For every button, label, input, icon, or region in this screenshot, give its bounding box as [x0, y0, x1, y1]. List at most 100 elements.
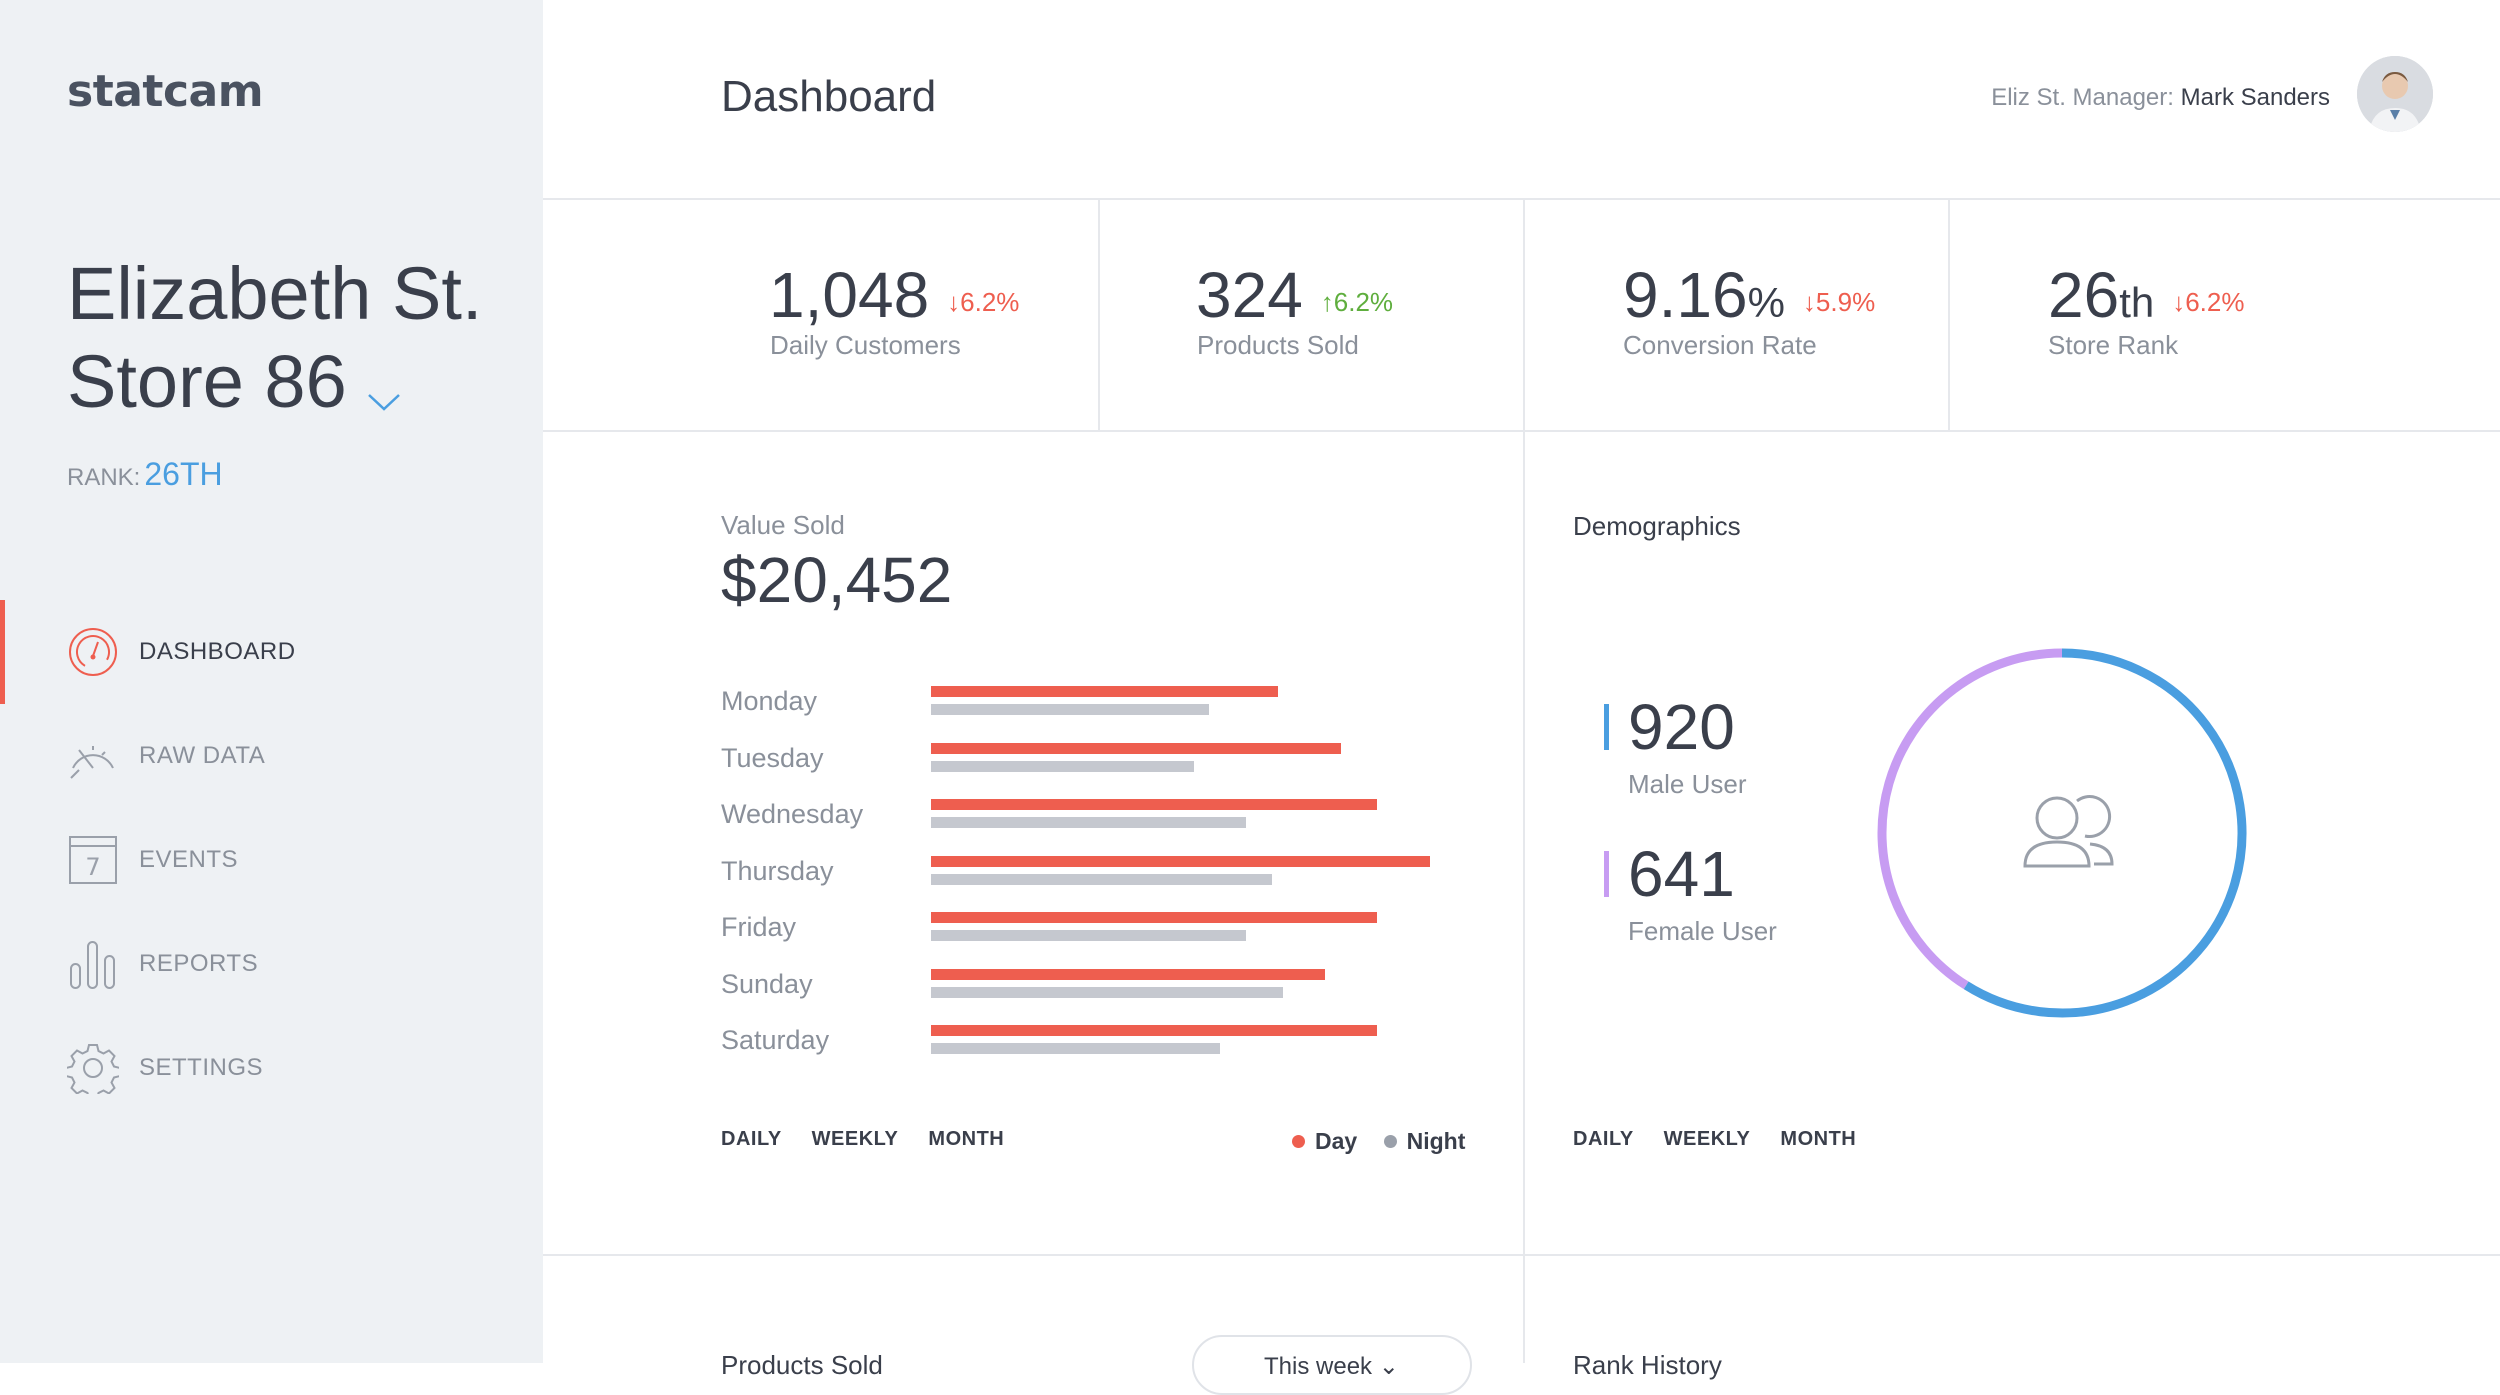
tab-weekly[interactable]: WEEKLY — [811, 1128, 899, 1150]
demographics-donut — [1877, 648, 2247, 1018]
sidebar-nav: DASHBOARD RAW DATA 7 EVENTS REPORTS SETT… — [0, 600, 543, 1120]
rank-label: RANK: — [67, 464, 141, 491]
chart-legend: Day Night — [1292, 1128, 1485, 1155]
bar-night[interactable] — [931, 986, 1283, 998]
male-count: 920 — [1628, 691, 1735, 763]
bar-night[interactable] — [931, 930, 1246, 941]
store-selector[interactable]: Elizabeth St. Store 86 — [67, 250, 507, 431]
legend-dot — [1383, 1135, 1397, 1148]
sidebar-item-events[interactable]: 7 EVENTS — [0, 808, 543, 912]
legend-dot — [1292, 1135, 1305, 1148]
kpi-delta: ↑6.2% — [1321, 287, 1393, 317]
panel-divider — [1523, 432, 1525, 1363]
kpi-label: Products Sold — [1197, 330, 1359, 360]
bar-night[interactable] — [931, 817, 1246, 828]
gear-icon — [67, 1042, 119, 1094]
kpi-number: 9.16 — [1623, 259, 1748, 331]
bar-row: Monday — [721, 680, 1481, 737]
kpi-value: 9.16% ↓5.9% — [1623, 258, 1875, 332]
bar-day[interactable] — [931, 799, 1378, 810]
store-name: Elizabeth St. Store 86 — [67, 252, 483, 423]
speedometer-icon — [67, 730, 119, 782]
value-sold-chart: Monday Tuesday Wednesday Thursday Friday Sund… — [721, 680, 1481, 1076]
bar-day[interactable] — [931, 912, 1378, 923]
app-logo[interactable]: statcam — [67, 66, 264, 117]
bar-row: Thursday — [721, 850, 1481, 907]
tab-weekly[interactable]: WEEKLY — [1663, 1128, 1751, 1150]
kpi-delta-value: 6.2% — [960, 287, 1020, 317]
legend-label: Night — [1406, 1128, 1466, 1154]
kpi-number: 26 — [2048, 259, 2120, 331]
sidebar-item-dashboard[interactable]: DASHBOARD — [0, 600, 543, 704]
bar-day[interactable] — [931, 742, 1341, 754]
female-label: Female User — [1628, 916, 1777, 946]
arrow-down-icon: ↓ — [947, 287, 961, 317]
kpi-label: Daily Customers — [770, 330, 961, 360]
bar-row: Saturday — [721, 1019, 1481, 1076]
kpi-value: 26th ↓6.2% — [2048, 258, 2244, 332]
kpi-value: 324 ↑6.2% — [1196, 258, 1393, 332]
page-title: Dashboard — [721, 72, 937, 121]
chevron-down-icon[interactable] — [367, 343, 401, 431]
top-bar: Dashboard Eliz St. Manager: Mark Sanders — [543, 0, 2500, 200]
bar-row: Tuesday — [721, 737, 1481, 794]
kpi-label: Conversion Rate — [1623, 330, 1817, 360]
tab-month[interactable]: MONTH — [1780, 1128, 1857, 1150]
bar-night[interactable] — [931, 873, 1273, 885]
bar-chart-icon — [67, 938, 119, 990]
bar-category-label: Sunday — [721, 968, 813, 999]
donut-segment-male[interactable] — [1963, 648, 2247, 1018]
demographics-title: Demographics — [1573, 511, 1741, 541]
svg-text:7: 7 — [85, 853, 100, 881]
kpi-divider — [1948, 200, 1950, 430]
store-rank: RANK: 26TH — [67, 456, 223, 493]
bar-night[interactable] — [931, 704, 1210, 715]
bar-row: Sunday — [721, 963, 1481, 1020]
sidebar-item-label: DASHBOARD — [139, 638, 296, 665]
arrow-down-icon: ↓ — [2172, 287, 2186, 317]
kpi-number: 324 — [1196, 259, 1303, 331]
donut-segment-female[interactable] — [1877, 648, 2062, 990]
bar-category-label: Monday — [721, 686, 818, 716]
tab-daily[interactable]: DAILY — [1573, 1128, 1634, 1150]
bar-category-label: Tuesday — [721, 742, 824, 773]
week-select-value: This week — [1264, 1353, 1373, 1380]
bar-day[interactable] — [931, 855, 1430, 867]
manager-label: Eliz St. Manager: — [1991, 84, 2174, 111]
male-stat: 920 Male User — [1628, 695, 1746, 800]
kpi-delta-value: 6.2% — [1333, 287, 1394, 317]
female-stat: 641 Female User — [1628, 842, 1777, 947]
period-tabs: DAILY WEEKLY MONTH — [721, 1128, 1034, 1151]
bar-row: Wednesday — [721, 793, 1481, 850]
sidebar-item-label: RAW DATA — [139, 742, 266, 769]
value-sold-label: Value Sold — [721, 510, 845, 540]
sidebar-item-settings[interactable]: SETTINGS — [0, 1016, 543, 1120]
week-select[interactable]: This week ⌄ — [1192, 1335, 1472, 1395]
chevron-down-icon: ⌄ — [1378, 1353, 1399, 1380]
legend-day: Day — [1292, 1128, 1357, 1154]
bar-category-label: Thursday — [721, 855, 834, 886]
bar-night[interactable] — [931, 1043, 1220, 1054]
arrow-up-icon: ↑ — [1320, 287, 1334, 317]
bar-night[interactable] — [931, 760, 1194, 772]
bar-day[interactable] — [931, 1025, 1378, 1036]
kpi-delta-value: 5.9% — [1815, 287, 1876, 317]
kpi-number: 1,048 — [769, 259, 930, 331]
manager-name[interactable]: Mark Sanders — [2180, 84, 2330, 111]
male-label: Male User — [1628, 769, 1747, 799]
bar-day[interactable] — [931, 686, 1278, 697]
sidebar-item-label: EVENTS — [139, 846, 239, 873]
bar-category-label: Wednesday — [721, 799, 864, 829]
bar-day[interactable] — [931, 968, 1325, 980]
period-tabs: DAILY WEEKLY MONTH — [1573, 1128, 1886, 1151]
rank-history-title: Rank History — [1573, 1350, 1722, 1380]
female-marker — [1604, 851, 1609, 897]
tab-daily[interactable]: DAILY — [721, 1128, 782, 1150]
kpi-row: 1,048 ↓6.2% Daily Customers 324 ↑6.2% Prod… — [543, 200, 2500, 432]
kpi-divider — [1523, 200, 1525, 430]
kpi-delta: ↓5.9% — [1803, 287, 1875, 317]
tab-month[interactable]: MONTH — [928, 1128, 1005, 1150]
sidebar-item-reports[interactable]: REPORTS — [0, 912, 543, 1016]
sidebar-item-raw-data[interactable]: RAW DATA — [0, 704, 543, 808]
avatar[interactable] — [2357, 56, 2433, 132]
